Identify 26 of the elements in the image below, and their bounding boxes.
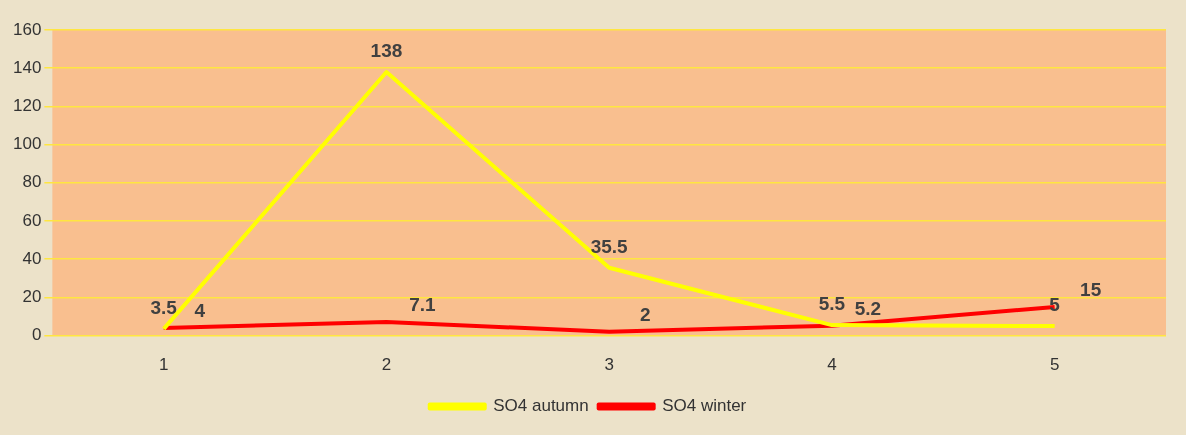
y-tick-label: 0 [31,325,42,345]
y-tick-label: 40 [22,248,42,268]
data-label: 4 [194,300,206,322]
y-tick-label: 160 [12,19,42,39]
y-tick-label: 140 [12,57,42,77]
data-label: 5 [1049,294,1061,316]
data-label: 35.5 [590,236,629,258]
x-tick-label: 3 [604,355,614,375]
x-tick-label: 5 [1049,355,1060,375]
y-tick-label: 80 [22,172,42,192]
legend-label: SO4 winter [662,396,747,416]
y-tick-label: 20 [22,287,42,307]
data-label: 3.5 [150,297,178,319]
data-label: 7.1 [409,294,437,316]
data-label: 5.5 [818,293,846,315]
y-tick-label: 100 [12,134,42,154]
x-tick-label: 1 [158,355,169,375]
y-tick-label: 120 [12,96,42,116]
data-label: 15 [1080,279,1102,301]
x-tick-label: 4 [827,355,837,375]
data-label: 138 [370,40,403,62]
data-label: 5.2 [854,297,882,319]
legend-label: SO4 autumn [493,396,589,416]
x-tick-label: 2 [381,355,392,375]
y-tick-label: 60 [22,210,42,230]
data-label: 2 [639,304,651,326]
